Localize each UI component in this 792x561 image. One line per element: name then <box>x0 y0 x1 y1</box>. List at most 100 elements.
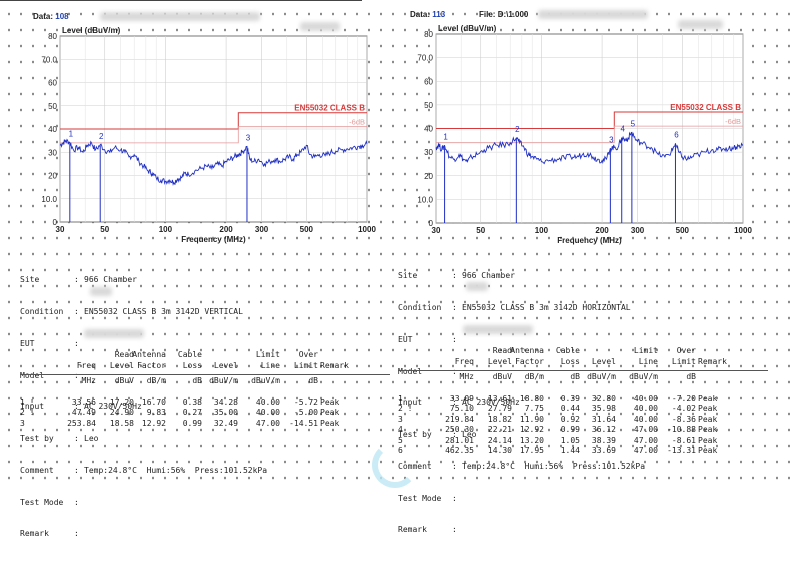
marker-label: 1 <box>443 133 448 142</box>
table-header-cell: Over <box>676 346 696 355</box>
table-cell: -4.02 <box>671 404 696 414</box>
y-tick-label: 70.0 <box>417 54 433 63</box>
y-tick-label: 50 <box>424 101 433 110</box>
table-cell: 22.21 <box>487 425 512 435</box>
info-key: Input <box>20 402 45 412</box>
table-header-cell: Remark <box>320 361 349 370</box>
marker-label: 2 <box>99 132 104 141</box>
file-path: D:\1.000 <box>497 10 529 19</box>
info-colon: : <box>74 370 79 380</box>
x-tick-label: 30 <box>432 226 441 235</box>
info-key: Remark <box>20 529 49 539</box>
table-unit-cell: dBuV/m <box>629 372 658 381</box>
info-model: Model: <box>20 370 79 382</box>
info-condition: Condition: EN55032 CLASS B 3m 3142D HORIZ… <box>398 303 631 314</box>
table-header-cell: Read <box>492 346 512 355</box>
table-cell: 40.00 <box>633 394 658 403</box>
table-unit-cell: dB/m <box>524 372 544 381</box>
table-header-cell: Antenna <box>510 346 544 355</box>
redacted-test-mode <box>84 329 144 338</box>
table-cell: 11.90 <box>519 414 544 424</box>
table-header-cell: Limit <box>255 350 280 359</box>
y-tick-label: 40 <box>424 125 433 134</box>
info-colon: : <box>74 465 79 475</box>
info-value: AC 230V/50Hz <box>462 398 520 408</box>
table-cell: 0.39 <box>560 394 580 403</box>
table-cell: 4 <box>398 425 403 435</box>
x-tick-label: 200 <box>219 225 233 234</box>
x-axis-label: Frequency (MHz) <box>557 236 622 245</box>
info-colon: : <box>74 275 79 285</box>
table-cell: 47.00 <box>633 446 658 455</box>
info-colon: : <box>452 302 457 312</box>
data-header: Data: 108 <box>33 12 69 21</box>
info-test-by: Test by: Leo <box>398 430 476 441</box>
table-header-cell: Cable <box>555 346 580 355</box>
table-unit-cell: dBuV/m <box>587 372 616 381</box>
info-input: Input: AC 230V/50Hz <box>20 402 142 413</box>
info-test-by: Test by: Leo <box>20 434 98 445</box>
results-table: Read Antenna Cable Limit Over Freq Level Factor… <box>398 346 788 476</box>
marker-label: 6 <box>674 130 679 139</box>
table-rule <box>20 374 390 375</box>
x-tick-label: 100 <box>159 225 173 234</box>
info-site: Site:966 Chamber <box>398 271 515 282</box>
y-tick-label: 0 <box>429 219 434 228</box>
x-tick-label: 1000 <box>358 225 376 234</box>
table-cell: 1 <box>398 394 403 403</box>
info-value: 966 Chamber <box>84 275 137 285</box>
table-cell: 17.95 <box>519 446 544 455</box>
table-cell: 33.09 <box>449 394 474 403</box>
table-header-cell: Level <box>487 357 512 366</box>
redacted-date <box>678 20 723 29</box>
table-cell: 281.01 <box>445 435 474 445</box>
table-cell: -8.36 <box>671 414 696 424</box>
x-tick-label: 30 <box>56 225 65 234</box>
table-cell: -5.00 <box>293 408 318 418</box>
table-cell: 18.80 <box>519 394 544 403</box>
table-cell: Peak <box>320 398 340 407</box>
limit-label: EN55032 CLASS B <box>670 103 741 112</box>
table-cell: -5.72 <box>293 398 318 407</box>
table-cell: 0.92 <box>560 414 580 424</box>
info-test-mode: Test Mode: <box>398 494 457 505</box>
info-value: Leo <box>84 434 99 444</box>
table-unit-cell: dB <box>308 376 318 385</box>
table-cell: 219.84 <box>445 414 474 424</box>
table-header-cell: Loss <box>182 361 202 370</box>
table-cell: 18.58 <box>109 418 134 428</box>
table-unit-cell: dBuV/m <box>209 376 238 385</box>
redacted-model <box>90 287 112 296</box>
table-cell: 47.00 <box>255 418 280 428</box>
table-unit-cell: dB <box>570 372 580 381</box>
table-cell: 1.44 <box>560 446 580 455</box>
y-tick-label: 10.0 <box>41 195 57 204</box>
info-model: Model: <box>398 367 457 378</box>
table-rule <box>398 370 768 371</box>
table-header-cell: Level <box>213 361 238 370</box>
table-cell: 38.39 <box>591 435 616 445</box>
table-cell: 12.92 <box>519 425 544 435</box>
table-cell: 18.82 <box>487 414 512 424</box>
redacted-test-mode <box>463 325 533 334</box>
info-remark: Remark: <box>20 529 79 540</box>
table-header-cell: Limit <box>633 346 658 355</box>
table-cell: 32.49 <box>213 418 238 428</box>
table-header-cell: Limit <box>671 357 696 366</box>
table-header-cell: Line <box>260 361 280 370</box>
info-key: Test by <box>20 434 54 444</box>
info-colon: : <box>452 334 457 344</box>
info-key: EUT <box>20 338 35 348</box>
table-header-cell: Over <box>298 350 318 359</box>
y-axis-label: Level (dBuV/m) <box>62 26 121 35</box>
data-label: Data: <box>410 10 431 19</box>
margin-label: -6dB <box>349 118 365 127</box>
marker-label: 3 <box>609 135 614 144</box>
y-tick-label: 60 <box>424 77 433 86</box>
table-cell: 27.79 <box>487 404 512 414</box>
table-cell: 2 ! <box>398 404 413 414</box>
marker-label: 5 <box>631 119 636 128</box>
x-tick-label: 500 <box>676 226 690 235</box>
info-key: Model <box>20 370 45 380</box>
table-cell: 3 <box>20 418 25 428</box>
